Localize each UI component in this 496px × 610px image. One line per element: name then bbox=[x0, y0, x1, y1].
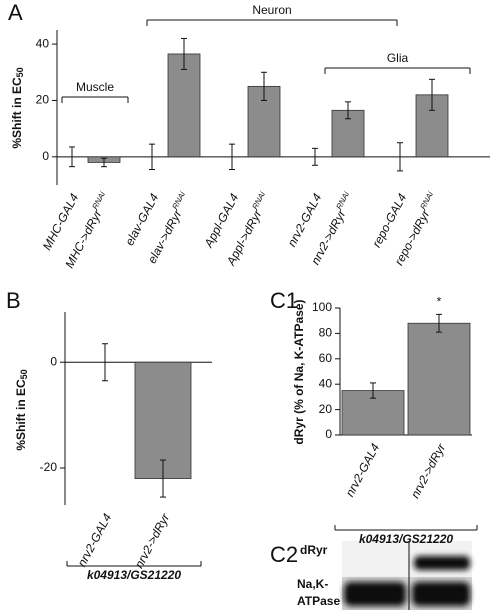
significance-marker: * bbox=[437, 295, 442, 309]
y-axis-label: %Shift in EC50 bbox=[14, 369, 29, 450]
blot-band bbox=[414, 556, 470, 570]
y-axis-label-text: dRyr (% of Na, K-ATPase) bbox=[292, 299, 306, 444]
y-axis-label-subscript: 50 bbox=[19, 369, 29, 379]
y-axis-label: %Shift in EC50 bbox=[10, 67, 25, 148]
blot-row-label-line: ATPase bbox=[297, 594, 340, 608]
blot-band bbox=[344, 582, 406, 606]
x-tick-label-text: nrv2-GAL4 bbox=[343, 441, 383, 499]
western-blot bbox=[342, 541, 472, 610]
y-tick-label: 80 bbox=[319, 326, 333, 340]
x-tick-label: nrv2-GAL4 bbox=[75, 511, 115, 569]
panel-label: A bbox=[8, 0, 23, 25]
x-tick-label-text: nrv2-GAL4 bbox=[75, 511, 115, 569]
y-tick-label: 100 bbox=[312, 300, 332, 314]
y-tick-label: 20 bbox=[319, 402, 333, 416]
error-bar bbox=[312, 147, 318, 166]
group-label: k04913/GS21220 bbox=[87, 568, 181, 582]
bar bbox=[331, 109, 365, 158]
error-bar bbox=[436, 313, 442, 333]
blot-row-label: dRyr bbox=[300, 543, 328, 557]
y-tick-label: 0 bbox=[50, 354, 57, 368]
error-bar bbox=[101, 157, 107, 168]
y-tick-label: -20 bbox=[40, 460, 58, 474]
y-tick-label: 40 bbox=[319, 376, 333, 390]
blot-band bbox=[412, 582, 470, 606]
error-bar bbox=[102, 343, 108, 382]
error-bar bbox=[181, 37, 187, 70]
x-tick-label-superscript: RNAi bbox=[251, 190, 268, 211]
y-axis-label-text: %Shift in EC bbox=[14, 379, 28, 451]
x-tick-label: nrv2-GAL4 bbox=[343, 441, 383, 499]
y-axis-label-text: %Shift in EC bbox=[10, 77, 24, 149]
bracket-label: Neuron bbox=[252, 3, 291, 17]
y-tick-label: 40 bbox=[36, 36, 50, 50]
panel-label: B bbox=[6, 288, 21, 313]
y-tick-label: 0 bbox=[42, 149, 49, 163]
group-label: k04913/GS21220 bbox=[359, 532, 453, 546]
error-bar bbox=[345, 101, 351, 120]
x-tick-label-superscript: RNAi bbox=[91, 190, 108, 211]
x-tick-label-superscript: RNAi bbox=[419, 190, 436, 211]
error-bar bbox=[429, 78, 435, 111]
blot-row-label-line: Na,K- bbox=[297, 577, 328, 591]
error-bar bbox=[160, 459, 166, 498]
x-tick-label: nrv2->dRyr bbox=[132, 510, 173, 570]
panel-label: C2 bbox=[270, 542, 298, 567]
error-bar bbox=[370, 382, 376, 399]
y-tick-label: 0 bbox=[325, 427, 332, 441]
error-bar bbox=[229, 143, 235, 170]
y-tick-label: 20 bbox=[36, 93, 50, 107]
y-axis-label-subscript: 50 bbox=[15, 67, 25, 77]
x-tick-label-superscript: RNAi bbox=[335, 190, 352, 211]
y-tick-label: 60 bbox=[319, 351, 333, 365]
x-tick-label-text: nrv2->dRyr bbox=[132, 510, 173, 570]
bracket-label: Muscle bbox=[76, 80, 114, 94]
bar bbox=[167, 53, 201, 158]
error-bar bbox=[69, 146, 75, 168]
error-bar bbox=[261, 71, 267, 101]
bracket-label: Glia bbox=[387, 51, 409, 65]
x-tick-label: nrv2->dRyr bbox=[408, 440, 449, 500]
bar bbox=[407, 322, 471, 436]
x-tick-label-superscript: RNAi bbox=[171, 190, 188, 211]
y-axis-label: dRyr (% of Na, K-ATPase) bbox=[292, 299, 306, 444]
blot-row-label: Na,K- ATPase bbox=[297, 577, 340, 608]
x-tick-label-text: nrv2->dRyr bbox=[408, 440, 449, 500]
panel-label: C1 bbox=[270, 288, 298, 313]
error-bar bbox=[149, 143, 155, 170]
error-bar bbox=[397, 142, 403, 172]
